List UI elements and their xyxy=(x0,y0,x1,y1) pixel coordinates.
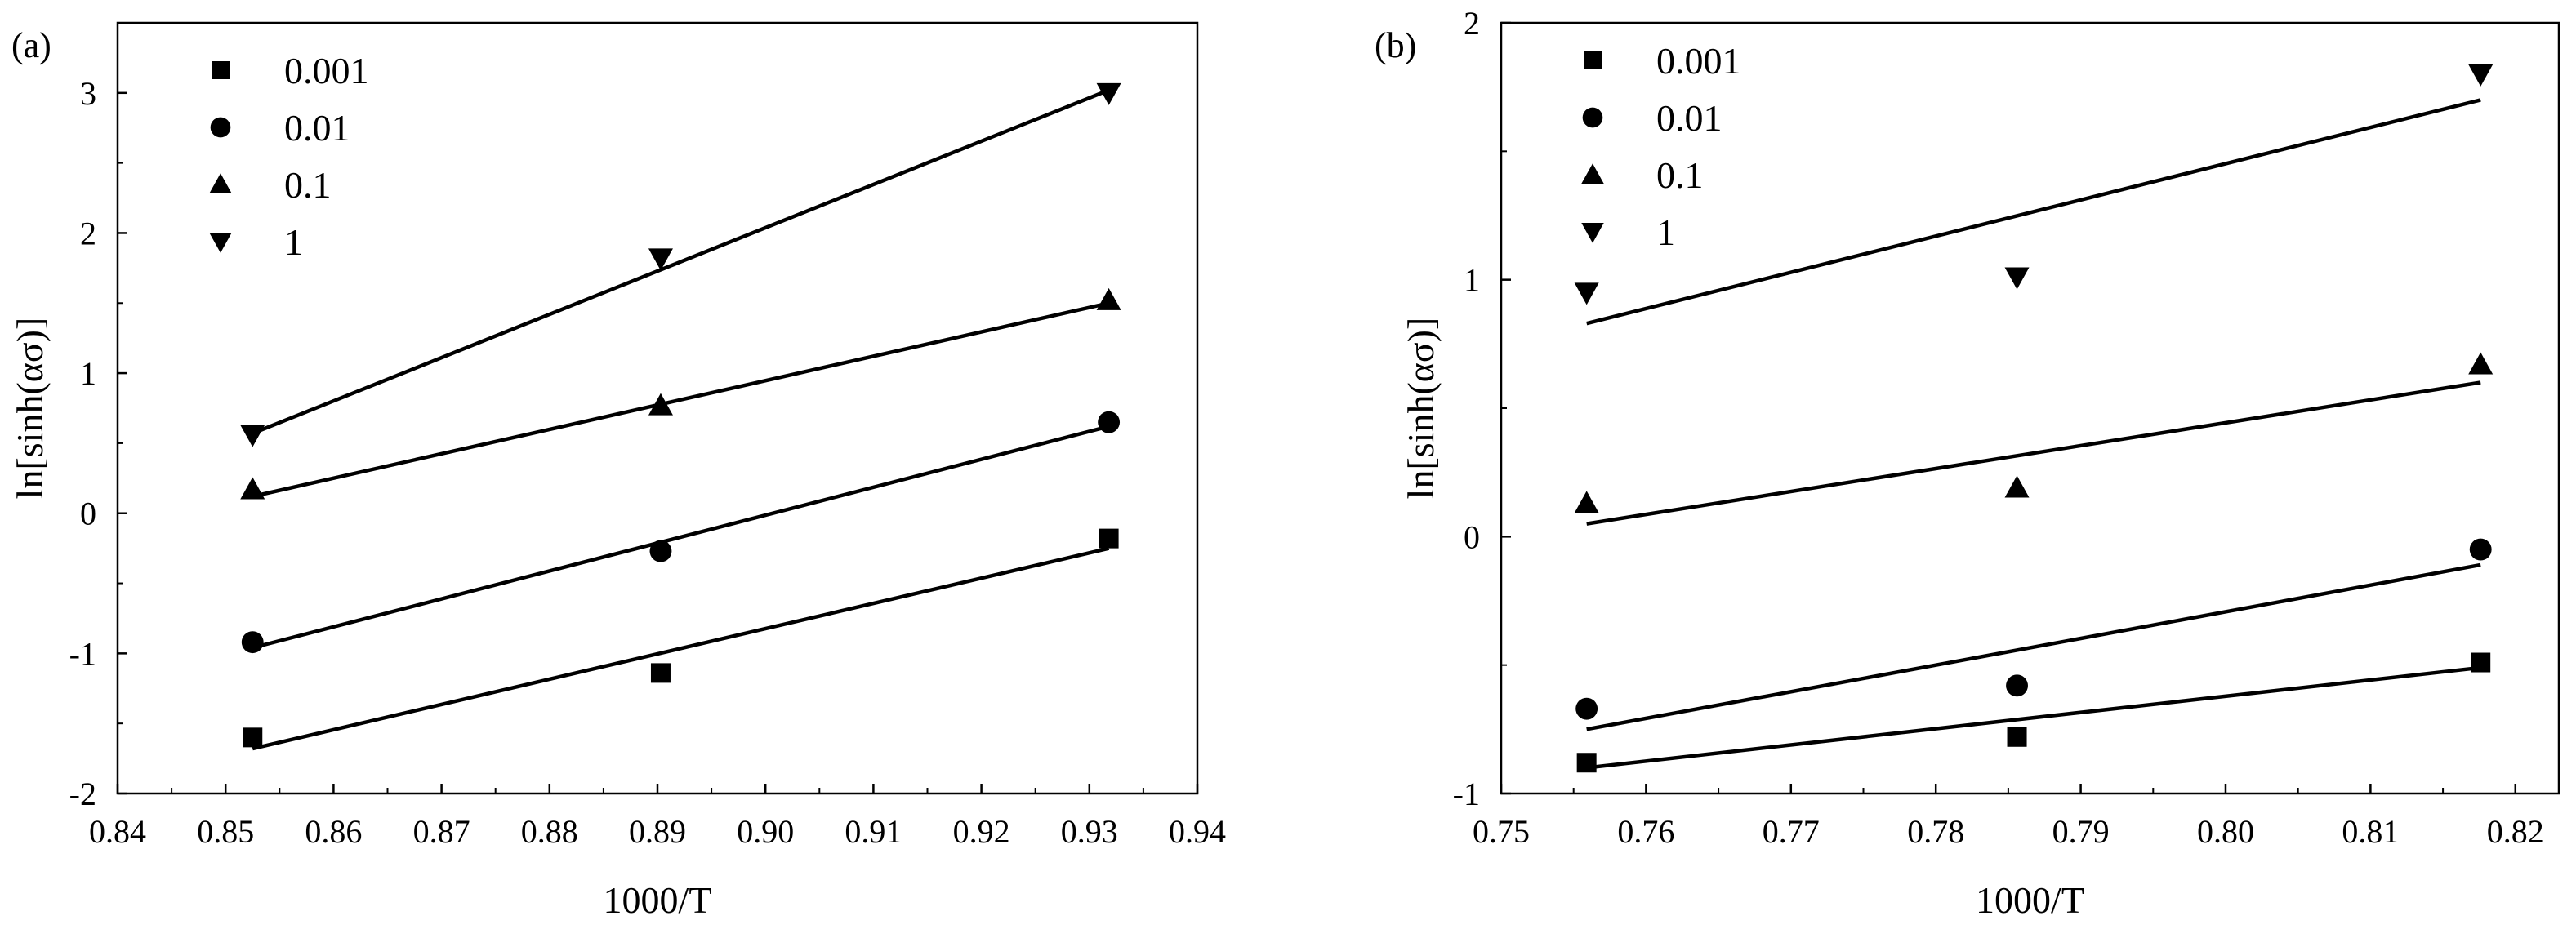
x-tick-label: 0.76 xyxy=(1617,813,1674,850)
series-1 xyxy=(1574,64,2494,326)
y-axis-label: ln[sinh(ασ)] xyxy=(1400,318,1442,500)
x-tick-label: 0.79 xyxy=(2052,813,2110,850)
series-1 xyxy=(240,82,1121,447)
data-point xyxy=(1576,753,1597,773)
data-point xyxy=(1099,528,1119,549)
x-tick-label: 0.90 xyxy=(737,813,794,850)
legend-label: 0.001 xyxy=(284,50,369,91)
chart-panel-b: 0.75 0.76 0.77 0.78 0.79 0.80 0.81 0.82 -1 0 1 2 100… xyxy=(1375,5,2560,921)
fit-line xyxy=(252,425,1110,650)
legend-marker-triangle-up xyxy=(209,173,232,193)
fit-line xyxy=(252,546,1110,751)
legend-label: 1 xyxy=(284,221,303,263)
y-tick-label: 0 xyxy=(80,496,96,532)
y-tick-label: 1 xyxy=(80,355,96,392)
y-tick-label: 0 xyxy=(1464,518,1480,555)
data-point xyxy=(1096,82,1121,105)
panel-label: (a) xyxy=(11,25,51,65)
y-axis-label: ln[sinh(ασ)] xyxy=(9,318,51,500)
legend-marker-triangle-up xyxy=(1581,163,1604,184)
series-0.1 xyxy=(1574,352,2494,526)
x-tick-label: 0.87 xyxy=(413,813,470,850)
x-tick-label: 0.93 xyxy=(1061,813,1118,850)
x-tick-label: 0.91 xyxy=(845,813,902,850)
fit-line xyxy=(1586,380,2481,526)
y-tick-label: -2 xyxy=(69,776,96,812)
legend-marker-triangle-down xyxy=(209,233,232,253)
y-tick-label: 1 xyxy=(1464,262,1480,299)
legend-marker-circle xyxy=(1582,107,1603,128)
data-point xyxy=(243,727,263,748)
data-point xyxy=(2004,267,2030,290)
legend: 0.001 0.01 0.1 1 xyxy=(1581,40,1741,253)
data-point xyxy=(2469,538,2492,561)
data-point xyxy=(1575,697,1598,720)
data-point xyxy=(648,393,673,416)
x-tick-label: 0.81 xyxy=(2342,813,2399,850)
chart-panel-a: 0.84 0.85 0.86 0.87 0.88 0.89 0.90 0.91 0.92 0.93… xyxy=(9,21,1226,921)
legend-label: 1 xyxy=(1656,211,1675,253)
series-0.001 xyxy=(243,528,1119,751)
panel-label: (b) xyxy=(1375,25,1416,65)
y-tick-label: 2 xyxy=(80,215,96,251)
legend-marker-square xyxy=(212,61,230,79)
series-0.001 xyxy=(1576,652,2491,773)
series-0.01 xyxy=(241,411,1121,654)
data-point xyxy=(650,663,671,683)
y-tick-label: 2 xyxy=(1464,5,1480,42)
x-tick-label: 0.89 xyxy=(629,813,686,850)
x-tick-label: 0.82 xyxy=(2487,813,2544,850)
data-point xyxy=(2468,64,2494,87)
data-point xyxy=(2004,475,2030,498)
x-tick-label: 0.94 xyxy=(1169,813,1226,850)
x-tick-label: 0.80 xyxy=(2197,813,2254,850)
legend-label: 0.001 xyxy=(1656,40,1741,82)
x-tick-label: 0.84 xyxy=(89,813,146,850)
x-tick-label: 0.75 xyxy=(1473,813,1530,850)
x-axis-label: 1000/T xyxy=(604,879,712,921)
data-point xyxy=(1096,287,1121,310)
data-point xyxy=(1574,491,1599,513)
data-point xyxy=(240,477,265,500)
legend-label: 0.1 xyxy=(1656,154,1704,196)
x-tick-label: 0.88 xyxy=(521,813,578,850)
x-tick-label: 0.77 xyxy=(1763,813,1820,850)
fit-line xyxy=(1586,665,2481,770)
legend: 0.001 0.01 0.1 1 xyxy=(209,50,369,263)
legend-label: 0.1 xyxy=(284,164,332,206)
y-tick-label: -1 xyxy=(69,635,96,672)
data-point xyxy=(241,631,264,654)
fit-line xyxy=(252,88,1110,435)
data-point xyxy=(2468,352,2494,375)
x-tick-label: 0.85 xyxy=(197,813,254,850)
legend-label: 0.01 xyxy=(1656,97,1723,139)
series-0.01 xyxy=(1575,538,2492,731)
legend-marker-triangle-down xyxy=(1581,223,1604,243)
series-0.1 xyxy=(240,287,1121,500)
legend-marker-square xyxy=(1584,51,1602,69)
x-axis-label: 1000/T xyxy=(1976,879,2084,921)
y-tick-label: -1 xyxy=(1453,776,1480,812)
fit-line xyxy=(1586,562,2481,731)
data-point xyxy=(649,540,672,562)
data-point xyxy=(1098,411,1121,433)
data-point xyxy=(2007,727,2027,747)
data-point xyxy=(2006,674,2028,697)
x-tick-label: 0.86 xyxy=(305,813,362,850)
x-tick-label: 0.78 xyxy=(1907,813,1964,850)
legend-label: 0.01 xyxy=(284,107,350,149)
fit-line xyxy=(1586,98,2481,326)
data-point xyxy=(648,248,673,271)
fit-line xyxy=(252,301,1110,499)
data-point xyxy=(1574,282,1599,305)
data-point xyxy=(2471,652,2491,673)
y-tick-label: 3 xyxy=(80,75,96,112)
legend-marker-circle xyxy=(210,117,231,138)
x-tick-label: 0.92 xyxy=(953,813,1010,850)
data-point xyxy=(240,425,265,447)
